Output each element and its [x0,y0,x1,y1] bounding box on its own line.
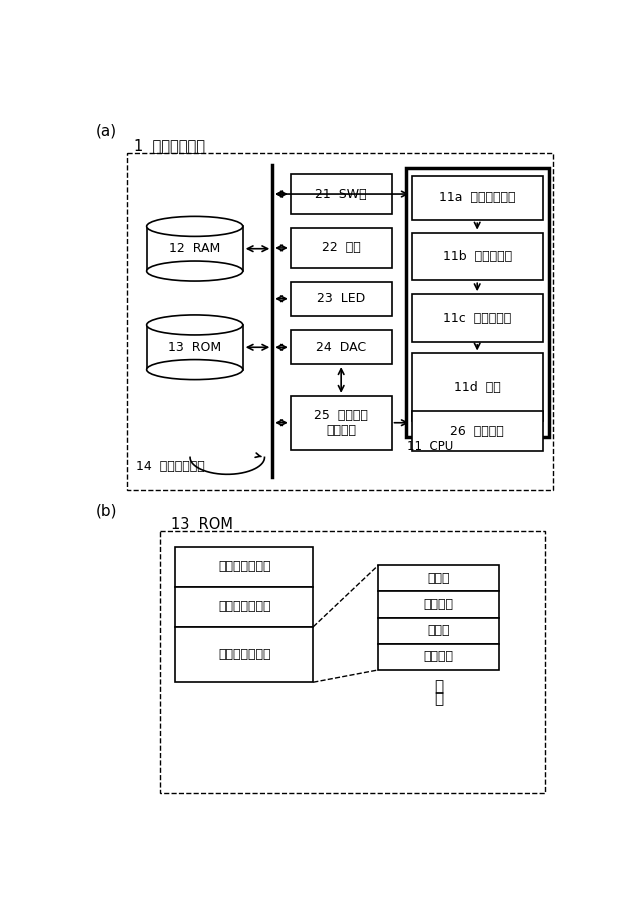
Bar [378,591,499,617]
Bar [147,325,243,380]
Text: コードパターン: コードパターン [218,560,271,573]
Ellipse shape [147,359,243,380]
Text: リズムパターン: リズムパターン [218,648,271,661]
Bar [291,174,392,214]
Bar [291,395,392,450]
Bar [406,168,549,437]
Bar [412,354,543,421]
Text: 11d  音源: 11d 音源 [454,381,500,394]
Text: ベースパターン: ベースパターン [218,601,271,614]
Bar [147,226,243,281]
Bar [175,547,313,587]
Text: 12  RAM: 12 RAM [169,242,220,255]
Text: ・: ・ [434,691,443,707]
Text: 24  DAC: 24 DAC [316,341,366,354]
Text: 26  スピーカ: 26 スピーカ [451,425,504,438]
Text: (b): (b) [95,504,117,518]
Text: 23  LED: 23 LED [317,292,365,305]
Bar [127,153,553,490]
Text: 13  ROM: 13 ROM [168,341,221,354]
Text: 13  ROM: 13 ROM [172,517,234,532]
Bar [291,331,392,364]
Text: (a): (a) [95,123,116,139]
Text: 25  サウンド
システム: 25 サウンド システム [314,408,368,437]
Text: タイム: タイム [427,624,450,638]
Bar [378,565,499,591]
Bar [291,228,392,268]
Bar [412,176,543,220]
Text: 11  CPU: 11 CPU [407,440,453,453]
Text: ・: ・ [434,679,443,694]
Bar [175,626,313,682]
Bar [175,587,313,626]
Bar [378,644,499,670]
Bar [291,282,392,316]
Bar [412,411,543,451]
Ellipse shape [147,216,243,237]
Bar [378,617,499,644]
Text: 1  自動伴奏装置: 1 自動伴奏装置 [134,139,205,153]
Text: 22  鍵盤: 22 鍵盤 [322,241,360,254]
Bar [160,531,545,793]
Text: 11b  伴奏決定部: 11b 伴奏決定部 [443,249,512,263]
Text: イベント: イベント [424,650,453,663]
Ellipse shape [147,315,243,335]
Text: タイム: タイム [427,572,450,585]
Text: イベント: イベント [424,598,453,611]
Text: 14  システムバス: 14 システムバス [136,460,205,473]
Text: 11c  伴奏出力部: 11c 伴奏出力部 [443,311,511,324]
Bar [412,233,543,280]
Text: 21  SW群: 21 SW群 [316,188,367,201]
Bar [412,294,543,342]
Ellipse shape [147,261,243,281]
Text: 11a  コード判定部: 11a コード判定部 [439,191,515,204]
